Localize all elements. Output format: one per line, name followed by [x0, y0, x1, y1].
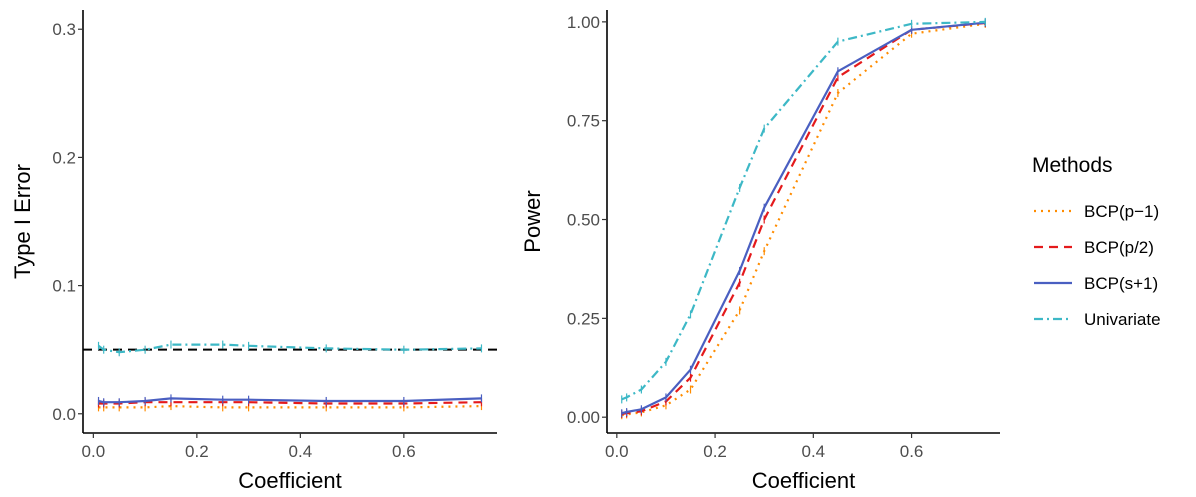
x-tick-label: 0.0 [605, 442, 629, 461]
legend-label: BCP(s+1) [1084, 274, 1158, 293]
y-tick-label: 0.3 [52, 20, 76, 39]
x-axis-title: Coefficient [238, 468, 342, 493]
series-line-univariate [621, 20, 986, 401]
legend-item-bcp-p-1: BCP(p−1) [1034, 202, 1159, 221]
y-tick-label: 0.2 [52, 148, 76, 167]
legend: Methods BCP(p−1) BCP(p/2) BCP(s+1) Univaria… [1032, 154, 1161, 329]
legend-title: Methods [1032, 154, 1113, 177]
series-line-bcp-s-1 [98, 397, 482, 404]
y-tick-label: 0.25 [567, 309, 600, 328]
type-one-error-panel: 0.0 0.1 0.2 0.3 0.0 0.2 0.4 0.6 Coefficient Type … [10, 10, 497, 493]
x-tick-label: 0.2 [185, 442, 209, 461]
x-tick-label: 0.6 [900, 442, 924, 461]
y-axis-title: Type I Error [10, 164, 35, 279]
y-axis-title: Power [520, 190, 545, 252]
power-panel: 0.00 0.25 0.50 0.75 1.00 0.0 0.2 0.4 0.6 Coeffici… [520, 10, 1000, 493]
series-line-bcp-p-2 [98, 401, 482, 405]
legend-label: BCP(p/2) [1084, 238, 1154, 257]
x-tick-label: 0.2 [703, 442, 727, 461]
y-tick-label: 0.50 [567, 211, 600, 230]
series-line-univariate [97, 343, 482, 354]
x-axis-title: Coefficient [752, 468, 856, 493]
x-tick-label: 0.0 [82, 442, 106, 461]
y-tick-label: 0.1 [52, 277, 76, 296]
x-tick-label: 0.4 [802, 442, 826, 461]
y-tick-label: 1.00 [567, 13, 600, 32]
x-tick-label: 0.6 [392, 442, 416, 461]
legend-item-bcp-p-2: BCP(p/2) [1034, 238, 1154, 257]
x-tick-label: 0.4 [289, 442, 313, 461]
legend-label: BCP(p−1) [1084, 202, 1159, 221]
series-line-bcp-p-1 [98, 405, 482, 409]
series-line-bcp-s-1 [621, 21, 986, 415]
legend-label: Univariate [1084, 310, 1161, 329]
y-tick-label: 0.0 [52, 405, 76, 424]
legend-item-univariate: Univariate [1034, 310, 1161, 329]
legend-item-bcp-s-1: BCP(s+1) [1034, 274, 1158, 293]
y-tick-label: 0.75 [567, 112, 600, 131]
y-tick-label: 0.00 [567, 408, 600, 427]
series-line-bcp-p-2 [621, 21, 986, 416]
series-line-bcp-p-1 [621, 22, 986, 417]
